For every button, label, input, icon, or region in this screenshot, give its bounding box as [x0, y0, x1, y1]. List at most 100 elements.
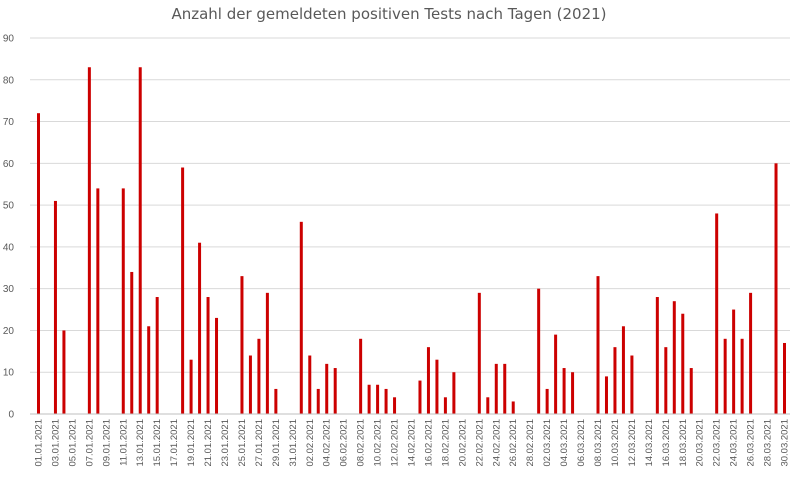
x-tick-label: 10.03.2021	[610, 419, 621, 467]
x-tick-label: 03.01.2021	[50, 419, 61, 467]
bar	[155, 297, 159, 414]
bar	[621, 326, 625, 414]
x-axis-tick-labels: 01.01.2021 03.01.2021 05.01.2021 07.01.2021…	[34, 419, 791, 467]
y-axis-tick-labels: 0 10 20 30 40 50 60 70 80 90	[3, 34, 15, 421]
x-tick-label: 05.01.2021	[67, 419, 78, 467]
y-tick-label: 30	[3, 284, 15, 295]
x-tick-label: 12.02.2021	[390, 419, 401, 467]
bar	[240, 276, 244, 414]
bar	[130, 271, 134, 414]
y-tick-label: 90	[3, 34, 15, 45]
x-tick-label: 07.01.2021	[84, 419, 95, 467]
y-tick-label: 20	[3, 326, 15, 337]
bar	[655, 297, 659, 414]
gridlines	[30, 37, 790, 373]
bar	[613, 347, 617, 414]
bar	[299, 221, 303, 414]
bar	[265, 292, 269, 414]
bar	[367, 384, 371, 414]
x-tick-label: 26.03.2021	[746, 419, 757, 467]
x-tick-label: 15.01.2021	[152, 419, 163, 467]
bar	[562, 368, 566, 414]
bar	[376, 384, 380, 414]
bar	[537, 288, 541, 414]
bar	[486, 397, 490, 414]
x-tick-label: 21.01.2021	[203, 419, 214, 467]
x-tick-label: 20.02.2021	[457, 419, 468, 467]
x-tick-label: 12.03.2021	[627, 419, 638, 467]
x-tick-label: 22.02.2021	[474, 419, 485, 467]
bar	[62, 330, 66, 414]
bar	[604, 376, 608, 414]
bar	[53, 200, 57, 414]
bar	[596, 276, 600, 414]
x-tick-label: 11.01.2021	[118, 419, 129, 466]
bar	[774, 163, 778, 414]
x-tick-label: 14.03.2021	[644, 419, 655, 467]
x-tick-label: 14.02.2021	[407, 419, 418, 467]
x-tick-label: 19.01.2021	[186, 419, 197, 467]
x-tick-label: 08.03.2021	[593, 419, 604, 467]
bar	[215, 317, 219, 414]
x-tick-label: 17.01.2021	[169, 419, 180, 467]
bar	[308, 355, 312, 414]
x-tick-label: 04.02.2021	[322, 419, 333, 467]
bar	[681, 313, 685, 414]
bar	[511, 401, 515, 414]
x-tick-label: 02.02.2021	[305, 419, 316, 467]
bar	[393, 397, 397, 414]
x-tick-label: 10.02.2021	[373, 419, 384, 467]
bar	[503, 363, 507, 414]
x-tick-label: 26.02.2021	[508, 419, 519, 467]
bar	[384, 388, 388, 414]
bar	[749, 292, 753, 414]
bar	[630, 355, 634, 414]
bar	[689, 368, 693, 414]
x-tick-label: 27.01.2021	[254, 419, 265, 467]
x-tick-label: 24.02.2021	[491, 419, 502, 467]
bars	[37, 67, 786, 414]
bar	[198, 242, 202, 414]
bar	[359, 338, 363, 414]
chart-title: Anzahl der gemeldeten positiven Tests na…	[171, 5, 606, 23]
x-tick-label: 02.03.2021	[542, 419, 553, 467]
y-tick-label: 10	[3, 368, 15, 379]
bar	[121, 188, 125, 414]
bar	[325, 363, 329, 414]
bar	[494, 363, 498, 414]
x-tick-label: 22.03.2021	[712, 419, 723, 467]
y-tick-label: 40	[3, 242, 15, 253]
y-tick-label: 80	[3, 75, 15, 86]
bar	[257, 338, 261, 414]
y-tick-label: 50	[3, 201, 15, 212]
bar	[452, 372, 456, 414]
x-tick-label: 06.02.2021	[339, 419, 350, 467]
x-tick-label: 16.02.2021	[423, 419, 434, 467]
x-tick-label: 25.01.2021	[237, 419, 248, 467]
x-tick-label: 08.02.2021	[356, 419, 367, 467]
bar	[435, 359, 439, 414]
bar	[732, 309, 736, 414]
x-tick-label: 20.03.2021	[695, 419, 706, 467]
y-tick-label: 70	[3, 117, 15, 128]
x-tick-label: 04.03.2021	[559, 419, 570, 467]
x-tick-label: 29.01.2021	[271, 419, 282, 467]
bar	[723, 338, 727, 414]
bar	[87, 67, 91, 414]
bar	[274, 388, 278, 414]
bar	[37, 113, 40, 414]
bar	[206, 297, 210, 414]
y-tick-label: 60	[3, 159, 15, 170]
bar	[189, 359, 193, 414]
x-tick-label: 23.01.2021	[220, 419, 231, 467]
bar	[96, 188, 100, 414]
x-tick-label: 30.03.2021	[780, 419, 791, 467]
bar	[443, 397, 447, 414]
x-tick-label: 24.03.2021	[729, 419, 740, 467]
x-tick-label: 16.03.2021	[661, 419, 672, 467]
x-tick-label: 28.03.2021	[763, 419, 774, 467]
bar	[740, 338, 744, 414]
y-tick-label: 0	[8, 410, 14, 421]
